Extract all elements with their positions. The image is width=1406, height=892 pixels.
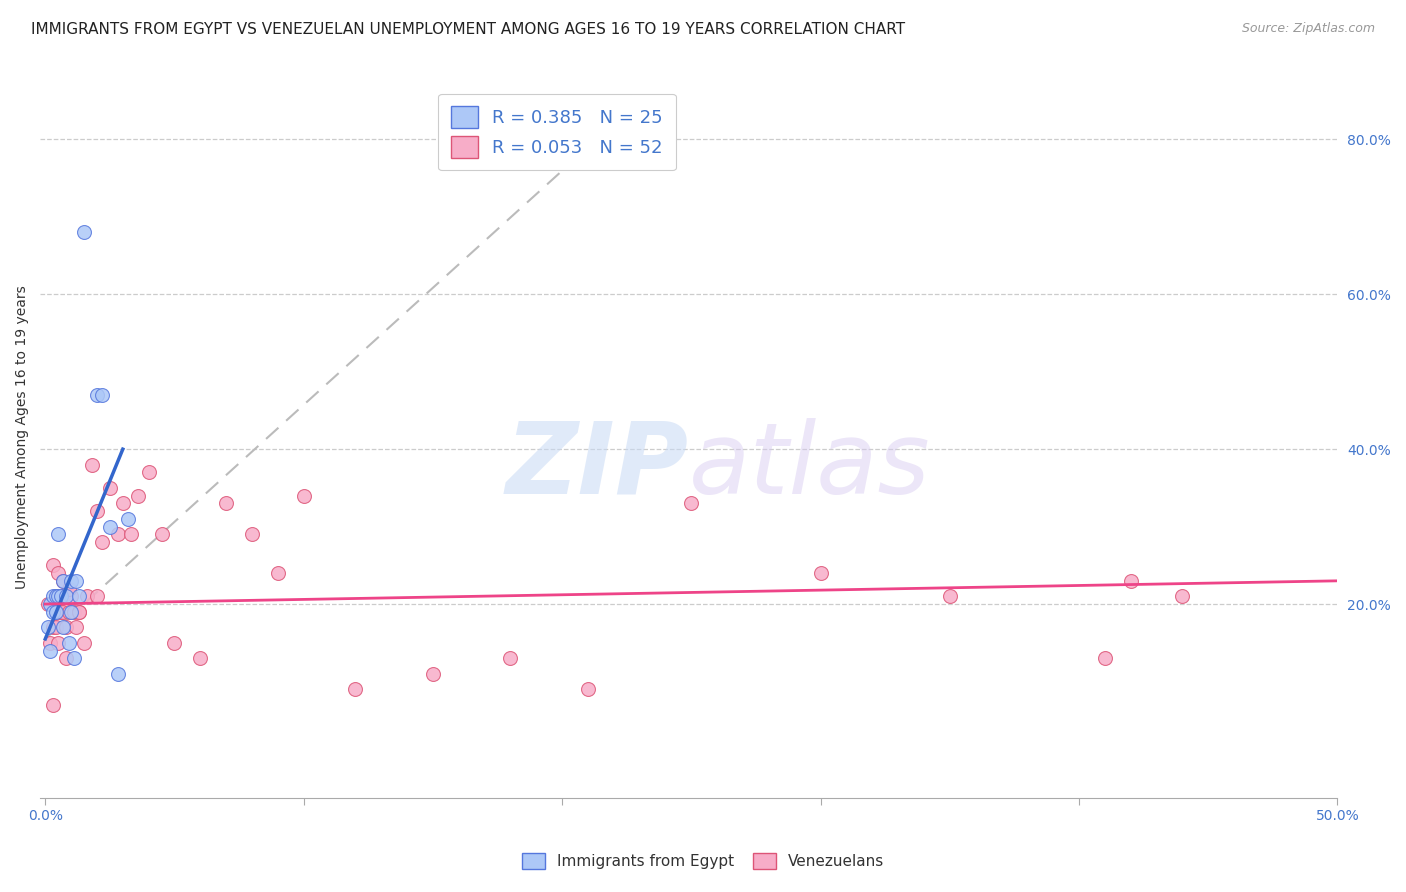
Point bbox=[46, 605, 69, 619]
Point bbox=[62, 605, 84, 619]
Point bbox=[42, 620, 65, 634]
Point bbox=[65, 620, 87, 634]
Point bbox=[45, 590, 67, 604]
Point bbox=[67, 605, 90, 619]
Point bbox=[1119, 574, 1142, 588]
Point bbox=[55, 590, 77, 604]
Point bbox=[117, 512, 139, 526]
Point bbox=[46, 566, 69, 580]
Point bbox=[91, 535, 114, 549]
Legend: R = 0.385   N = 25, R = 0.053   N = 52: R = 0.385 N = 25, R = 0.053 N = 52 bbox=[439, 94, 676, 170]
Point bbox=[240, 527, 263, 541]
Point bbox=[45, 620, 67, 634]
Point bbox=[107, 666, 129, 681]
Point bbox=[215, 496, 238, 510]
Point bbox=[344, 682, 367, 697]
Point bbox=[55, 620, 77, 634]
Point bbox=[55, 651, 77, 665]
Point bbox=[42, 605, 65, 619]
Point bbox=[292, 489, 315, 503]
Point bbox=[138, 466, 160, 480]
Point bbox=[86, 388, 108, 402]
Point bbox=[422, 666, 444, 681]
Point bbox=[46, 527, 69, 541]
Point bbox=[76, 590, 98, 604]
Y-axis label: Unemployment Among Ages 16 to 19 years: Unemployment Among Ages 16 to 19 years bbox=[15, 285, 30, 590]
Point bbox=[52, 574, 75, 588]
Point bbox=[42, 558, 65, 573]
Point bbox=[111, 496, 134, 510]
Point bbox=[52, 620, 75, 634]
Text: atlas: atlas bbox=[689, 417, 931, 515]
Point bbox=[52, 605, 75, 619]
Point bbox=[60, 605, 83, 619]
Point bbox=[58, 636, 80, 650]
Point bbox=[45, 590, 67, 604]
Point bbox=[91, 388, 114, 402]
Point bbox=[127, 489, 149, 503]
Point bbox=[80, 458, 103, 472]
Point bbox=[46, 590, 69, 604]
Point bbox=[37, 620, 59, 634]
Point bbox=[86, 504, 108, 518]
Point bbox=[98, 481, 121, 495]
Point bbox=[52, 574, 75, 588]
Point bbox=[150, 527, 173, 541]
Point bbox=[42, 590, 65, 604]
Point bbox=[163, 636, 186, 650]
Point bbox=[62, 651, 84, 665]
Point bbox=[58, 582, 80, 596]
Point bbox=[939, 590, 962, 604]
Point bbox=[49, 590, 72, 604]
Point bbox=[681, 496, 703, 510]
Point bbox=[46, 636, 69, 650]
Point bbox=[39, 597, 62, 611]
Point bbox=[73, 225, 96, 239]
Point bbox=[49, 605, 72, 619]
Point bbox=[67, 605, 90, 619]
Point bbox=[60, 574, 83, 588]
Point bbox=[188, 651, 211, 665]
Point bbox=[98, 519, 121, 533]
Point bbox=[65, 574, 87, 588]
Point bbox=[52, 590, 75, 604]
Point bbox=[67, 590, 90, 604]
Text: Source: ZipAtlas.com: Source: ZipAtlas.com bbox=[1241, 22, 1375, 36]
Point bbox=[86, 590, 108, 604]
Point bbox=[810, 566, 832, 580]
Point bbox=[73, 636, 96, 650]
Point bbox=[267, 566, 290, 580]
Text: ZIP: ZIP bbox=[506, 417, 689, 515]
Point bbox=[576, 682, 599, 697]
Point bbox=[45, 605, 67, 619]
Point bbox=[107, 527, 129, 541]
Point bbox=[499, 651, 522, 665]
Point bbox=[42, 698, 65, 712]
Legend: Immigrants from Egypt, Venezuelans: Immigrants from Egypt, Venezuelans bbox=[516, 847, 890, 875]
Point bbox=[1171, 590, 1194, 604]
Point bbox=[39, 643, 62, 657]
Point bbox=[1094, 651, 1116, 665]
Point bbox=[120, 527, 142, 541]
Point bbox=[60, 590, 83, 604]
Point bbox=[39, 636, 62, 650]
Point bbox=[37, 597, 59, 611]
Point bbox=[58, 605, 80, 619]
Text: IMMIGRANTS FROM EGYPT VS VENEZUELAN UNEMPLOYMENT AMONG AGES 16 TO 19 YEARS CORRE: IMMIGRANTS FROM EGYPT VS VENEZUELAN UNEM… bbox=[31, 22, 905, 37]
